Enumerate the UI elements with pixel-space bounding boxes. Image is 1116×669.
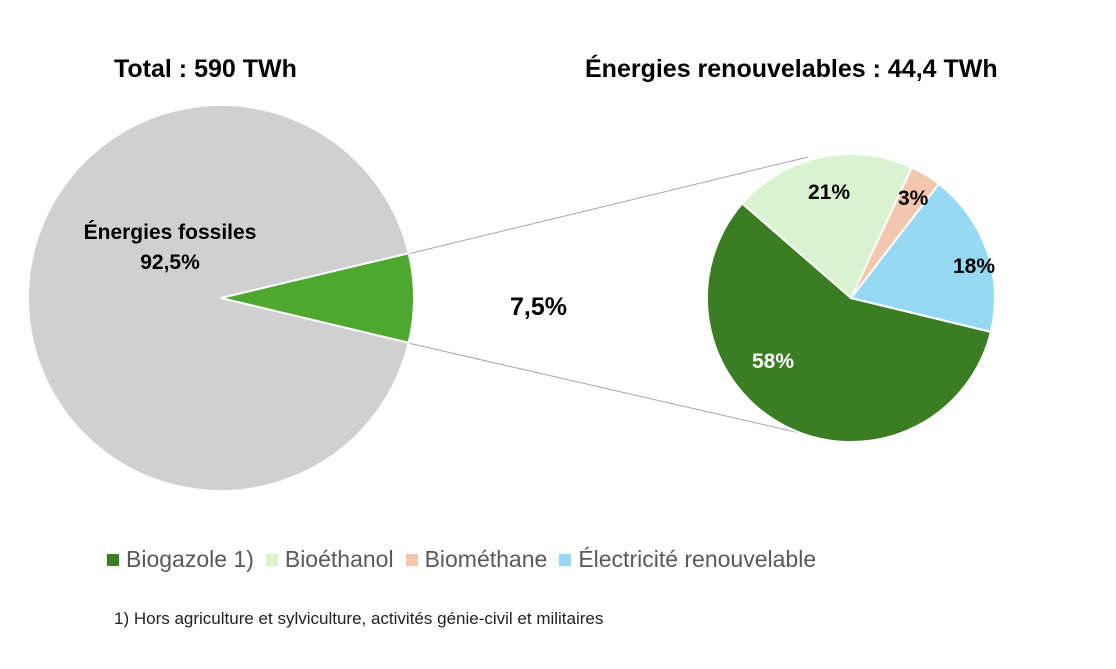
right-pie	[706, 153, 996, 443]
slice-electricite	[849, 182, 996, 334]
slice-biogazole	[706, 202, 993, 443]
legend-swatch-electricite	[559, 553, 572, 566]
legend-swatch-bioethanol	[265, 553, 278, 566]
legend-item-biogazole: Biogazole 1)	[107, 546, 254, 573]
legend-label: Biométhane	[424, 546, 548, 572]
legend: Biogazole 1) Bioéthanol Biométhane Élect…	[107, 546, 828, 573]
left-pie	[27, 104, 415, 492]
legend-item-electricite: Électricité renouvelable	[559, 546, 816, 573]
legend-item-biomethane: Biométhane	[405, 546, 548, 573]
fossil-label-name: Énergies fossiles	[83, 221, 257, 244]
connector-line-top	[407, 156, 809, 255]
slice-bioethanol	[740, 153, 914, 300]
fossil-label-pct: 92,5%	[140, 251, 200, 274]
renewable-share-label: 7,5%	[510, 293, 567, 321]
legend-label: Électricité renouvelable	[578, 546, 817, 572]
bioethanol-pct-label: 21%	[808, 181, 851, 204]
biogazole-pct-label: 58%	[752, 350, 795, 373]
biomethane-pct-label: 3%	[898, 187, 929, 210]
legend-swatch-biogazole	[107, 553, 119, 566]
legend-label: Bioéthanol	[284, 546, 394, 572]
slice-fossiles	[27, 104, 410, 492]
legend-label: Biogazole 1)	[126, 546, 254, 572]
right-chart-title: Énergies renouvelables : 44,4 TWh	[585, 55, 998, 83]
fossil-data-label: Énergies fossiles 92,5%	[60, 218, 280, 278]
electricite-pct-label: 18%	[953, 255, 996, 278]
legend-swatch-biomethane	[405, 553, 418, 566]
slice-renouvelables	[220, 252, 415, 344]
connector-line-bottom	[407, 342, 801, 434]
footnote: 1) Hors agriculture et sylviculture, act…	[114, 609, 604, 628]
legend-item-bioethanol: Bioéthanol	[265, 546, 394, 573]
left-chart-title: Total : 590 TWh	[114, 55, 297, 83]
